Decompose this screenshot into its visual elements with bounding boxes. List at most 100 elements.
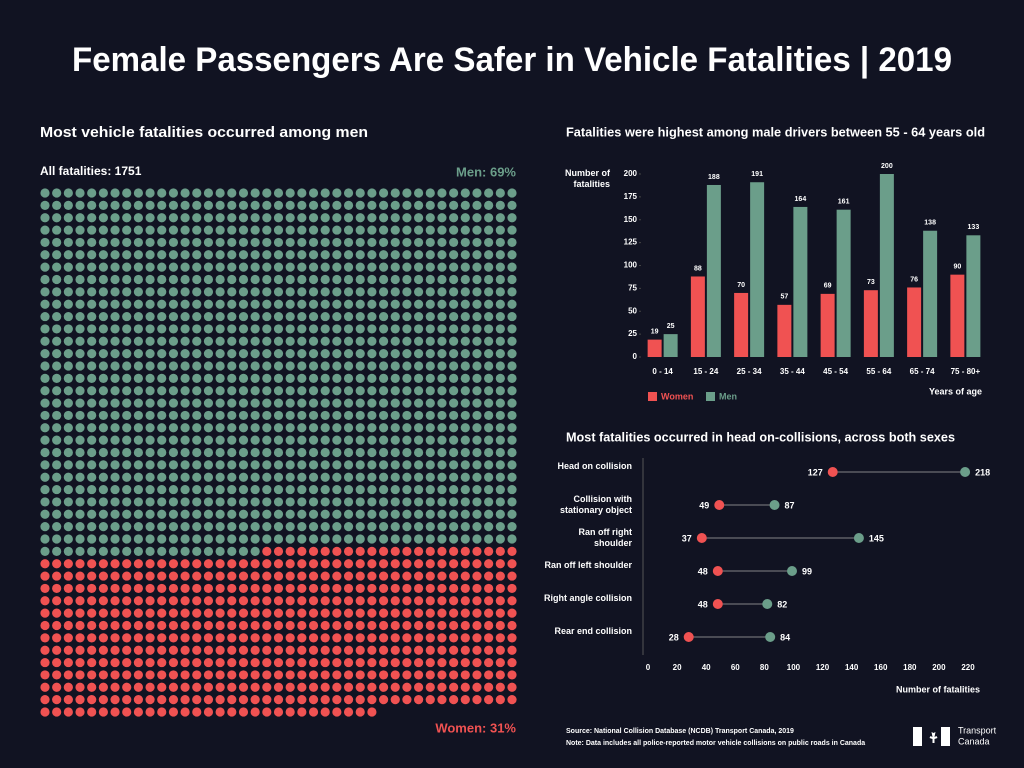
waffle-dot (402, 583, 412, 594)
waffle-dot (378, 670, 389, 680)
waffle-dot (192, 336, 202, 346)
waffle-dot (273, 200, 284, 210)
waffle-dot (355, 509, 365, 519)
waffle-dot (262, 608, 272, 618)
waffle-dot (355, 274, 365, 285)
waffle-dot (133, 670, 143, 680)
waffle-dot (122, 460, 132, 470)
waffle-dot (414, 200, 424, 210)
waffle-dot (460, 250, 470, 260)
waffle-dot (343, 311, 354, 322)
waffle-dot (122, 695, 132, 705)
waffle-dot (157, 460, 167, 470)
waffle-dot (320, 620, 330, 631)
waffle-dot (215, 534, 225, 544)
waffle-dot (484, 274, 494, 285)
waffle-dot (250, 361, 260, 371)
waffle-dot (40, 509, 50, 519)
waffle-dot (425, 472, 435, 482)
value-label: 49 (699, 500, 709, 510)
waffle-dot (273, 695, 284, 705)
waffle-dot (40, 608, 50, 618)
waffle-dot (484, 237, 494, 248)
waffle-dot (472, 188, 482, 198)
waffle-dot (203, 410, 214, 421)
waffle-dot (133, 620, 143, 631)
waffle-dot (367, 447, 377, 458)
waffle-dot (449, 237, 459, 248)
waffle-dot (75, 311, 85, 322)
dumbbell-dot (762, 599, 773, 609)
bar (734, 292, 749, 357)
waffle-dot (425, 633, 435, 643)
waffle-dot (332, 287, 342, 297)
waffle-dot (449, 398, 459, 408)
waffle-dot (250, 299, 260, 309)
waffle-dot (355, 237, 365, 248)
waffle-dot (495, 361, 505, 371)
waffle-dot (402, 188, 412, 198)
waffle-dot (192, 695, 202, 705)
waffle-dot (273, 423, 284, 433)
waffle-dot (390, 435, 400, 445)
waffle-dot (460, 349, 470, 359)
waffle-dot (157, 225, 167, 235)
waffle-dot (273, 274, 284, 285)
waffle-dot (75, 237, 85, 248)
x-tick-label: 25 - 34 (737, 367, 762, 376)
waffle-dot (320, 645, 330, 655)
waffle-dot (367, 373, 377, 383)
waffle-dot (180, 336, 190, 346)
waffle-dot (332, 361, 342, 371)
waffle-dot (110, 497, 120, 507)
waffle-dot (75, 349, 85, 359)
waffle-dot (52, 484, 62, 495)
waffle-dot (343, 534, 354, 544)
waffle-dot (460, 522, 470, 532)
waffle-dot (250, 386, 260, 396)
waffle-dot (414, 670, 424, 680)
waffle-dot (425, 460, 435, 470)
waffle-dot (133, 583, 143, 594)
waffle-dot (308, 534, 319, 544)
waffle-dot (297, 361, 307, 371)
waffle-dot (343, 237, 354, 248)
waffle-dot (192, 682, 202, 692)
bar-title: Fatalities were highest among male drive… (566, 124, 985, 139)
waffle-dot (238, 287, 249, 297)
waffle-dot (250, 349, 260, 359)
waffle-dot (308, 657, 319, 668)
waffle-dot (110, 645, 120, 655)
waffle-dot (495, 287, 505, 297)
waffle-dot (367, 287, 377, 297)
waffle-dot (250, 484, 260, 495)
waffle-dot (215, 497, 225, 507)
waffle-dot (460, 620, 470, 631)
waffle-dot (238, 250, 249, 260)
waffle-dot (250, 250, 260, 260)
waffle-dot (215, 311, 225, 322)
waffle-dot (63, 299, 73, 309)
waffle-dot (355, 349, 365, 359)
waffle-dot (378, 472, 389, 482)
waffle-dot (495, 571, 505, 581)
waffle-dot (63, 707, 73, 717)
waffle-dot (238, 423, 249, 433)
waffle-dot (157, 361, 167, 371)
waffle-dot (285, 707, 295, 717)
waffle-dot (250, 225, 260, 235)
waffle-dot (227, 386, 237, 396)
waffle-dot (484, 336, 494, 346)
waffle-dot (484, 398, 494, 408)
waffle-dot (250, 546, 260, 556)
waffle-dot (460, 423, 470, 433)
waffle-dot (320, 373, 330, 383)
waffle-dot (87, 695, 97, 705)
waffle-dot (262, 311, 272, 322)
waffle-dot (437, 559, 447, 569)
waffle-dot (390, 188, 400, 198)
waffle-dot (507, 188, 517, 198)
value-label: 48 (698, 566, 708, 576)
waffle-dot (133, 386, 143, 396)
waffle-dot (484, 299, 494, 309)
